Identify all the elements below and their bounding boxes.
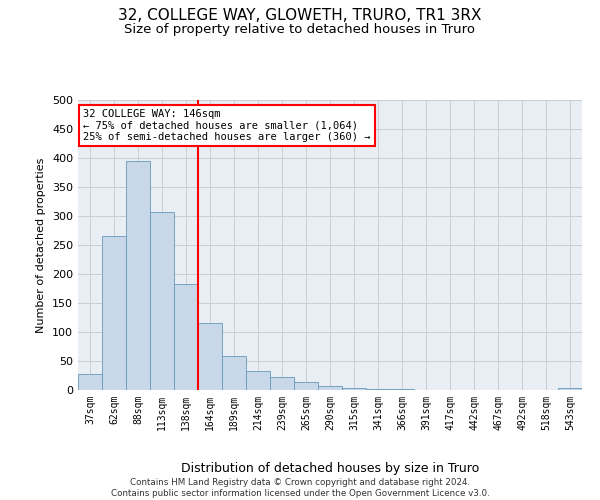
Text: Contains HM Land Registry data © Crown copyright and database right 2024.
Contai: Contains HM Land Registry data © Crown c… (110, 478, 490, 498)
Text: Distribution of detached houses by size in Truro: Distribution of detached houses by size … (181, 462, 479, 475)
Bar (558, 388, 582, 390)
Bar (102, 236, 126, 390)
Bar (270, 376, 294, 390)
Y-axis label: Number of detached properties: Number of detached properties (37, 158, 46, 332)
Bar (78, 374, 102, 390)
Bar (222, 356, 246, 390)
Bar (198, 324, 222, 390)
Text: 32 COLLEGE WAY: 146sqm
← 75% of detached houses are smaller (1,064)
25% of semi-: 32 COLLEGE WAY: 146sqm ← 75% of detached… (83, 108, 371, 142)
Bar (246, 372, 270, 390)
Text: Size of property relative to detached houses in Truro: Size of property relative to detached ho… (125, 22, 476, 36)
Bar (342, 388, 366, 390)
Bar (174, 284, 198, 390)
Bar (126, 161, 150, 390)
Bar (318, 386, 342, 390)
Text: 32, COLLEGE WAY, GLOWETH, TRURO, TR1 3RX: 32, COLLEGE WAY, GLOWETH, TRURO, TR1 3RX (118, 8, 482, 22)
Bar (150, 212, 174, 390)
Bar (294, 382, 318, 390)
